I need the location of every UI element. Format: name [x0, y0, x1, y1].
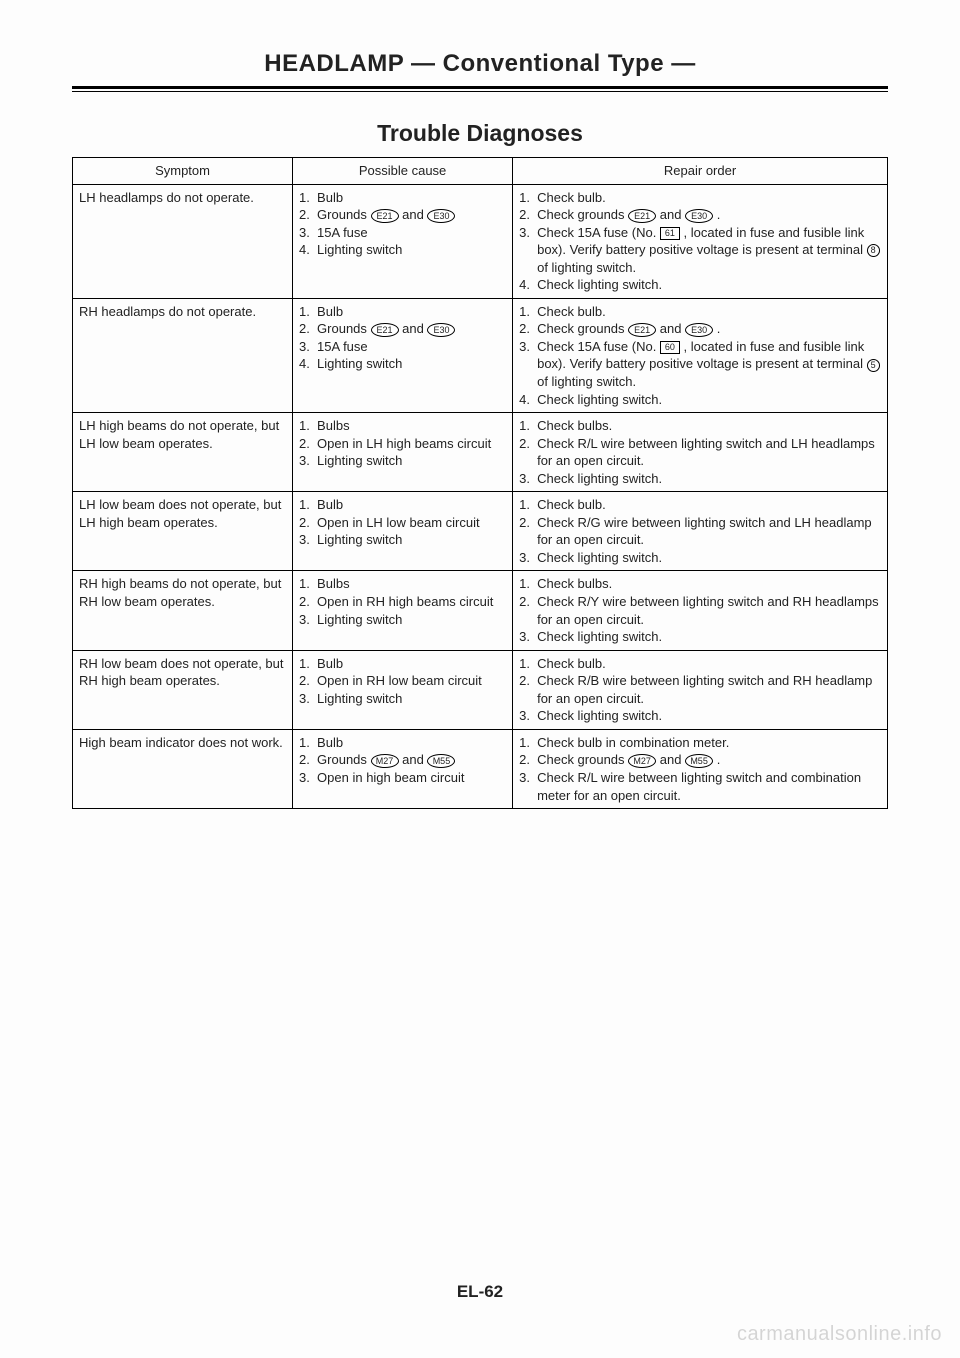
diagnoses-table: Symptom Possible cause Repair order LH h…	[72, 157, 888, 809]
cell-cause: 1.Bulb2.Grounds E21 and E303.15A fuse4.L…	[293, 298, 513, 412]
table-row: LH high beams do not operate, but LH low…	[73, 413, 888, 492]
cell-repair: 1.Check bulbs.2.Check R/Y wire between l…	[513, 571, 888, 650]
header-rule-thick	[72, 86, 888, 89]
cell-cause: 1.Bulb2.Grounds M27 and M553.Open in hig…	[293, 729, 513, 808]
cell-symptom: RH headlamps do not operate.	[73, 298, 293, 412]
cell-cause: 1.Bulbs2.Open in RH high beams circuit3.…	[293, 571, 513, 650]
cell-symptom: High beam indicator does not work.	[73, 729, 293, 808]
cell-repair: 1.Check bulb.2.Check R/G wire between li…	[513, 492, 888, 571]
cell-symptom: LH high beams do not operate, but LH low…	[73, 413, 293, 492]
table-row: RH low beam does not operate, but RH hig…	[73, 650, 888, 729]
section-title: Trouble Diagnoses	[72, 120, 888, 147]
table-row: RH headlamps do not operate.1.Bulb2.Grou…	[73, 298, 888, 412]
table-row: RH high beams do not operate, but RH low…	[73, 571, 888, 650]
cell-cause: 1.Bulbs2.Open in LH high beams circuit3.…	[293, 413, 513, 492]
cell-symptom: RH low beam does not operate, but RH hig…	[73, 650, 293, 729]
cell-symptom: LH headlamps do not operate.	[73, 184, 293, 298]
header-rule-thin	[72, 91, 888, 92]
cell-repair: 1.Check bulb.2.Check R/B wire between li…	[513, 650, 888, 729]
watermark: carmanualsonline.info	[737, 1323, 942, 1346]
cell-repair: 1.Check bulbs.2.Check R/L wire between l…	[513, 413, 888, 492]
cell-repair: 1.Check bulb.2.Check grounds E21 and E30…	[513, 298, 888, 412]
table-header-row: Symptom Possible cause Repair order	[73, 158, 888, 185]
th-symptom: Symptom	[73, 158, 293, 185]
table-row: LH low beam does not operate, but LH hig…	[73, 492, 888, 571]
cell-repair: 1.Check bulb.2.Check grounds E21 and E30…	[513, 184, 888, 298]
cell-cause: 1.Bulb2.Open in RH low beam circuit3.Lig…	[293, 650, 513, 729]
table-row: High beam indicator does not work.1.Bulb…	[73, 729, 888, 808]
cell-cause: 1.Bulb2.Open in LH low beam circuit3.Lig…	[293, 492, 513, 571]
cell-cause: 1.Bulb2.Grounds E21 and E303.15A fuse4.L…	[293, 184, 513, 298]
cell-repair: 1.Check bulb in combination meter.2.Chec…	[513, 729, 888, 808]
th-repair: Repair order	[513, 158, 888, 185]
page-number: EL-62	[0, 1282, 960, 1302]
th-cause: Possible cause	[293, 158, 513, 185]
cell-symptom: RH high beams do not operate, but RH low…	[73, 571, 293, 650]
page-container: HEADLAMP — Conventional Type — Trouble D…	[0, 0, 960, 1358]
cell-symptom: LH low beam does not operate, but LH hig…	[73, 492, 293, 571]
page-title: HEADLAMP — Conventional Type —	[72, 50, 888, 86]
table-row: LH headlamps do not operate.1.Bulb2.Grou…	[73, 184, 888, 298]
